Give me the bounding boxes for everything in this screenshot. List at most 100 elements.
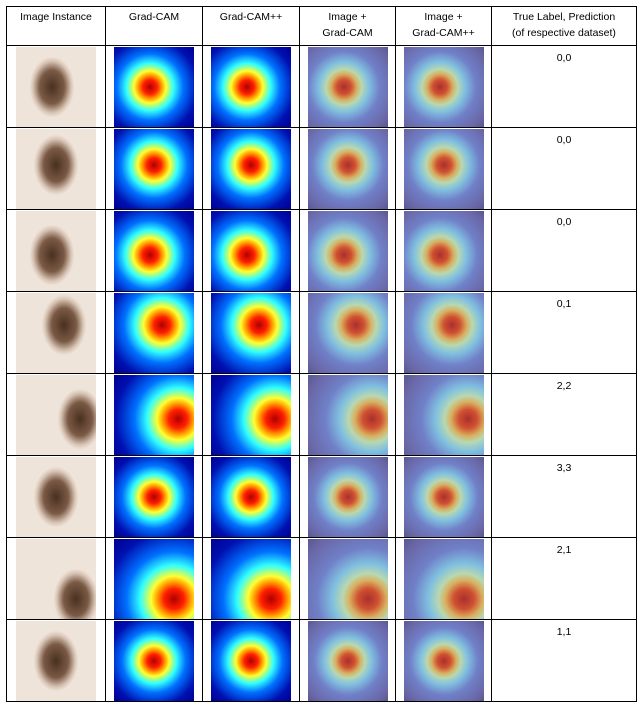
image-cell: [105, 45, 203, 128]
heatmap-image: [211, 293, 291, 373]
image-cell: [299, 619, 396, 702]
overlay-image: [307, 375, 388, 455]
overlay-image: [307, 539, 388, 619]
heatmap-image: [114, 47, 194, 127]
image-cell: [202, 537, 300, 620]
label-text: 3,3: [556, 462, 572, 474]
image-cell: [105, 291, 203, 374]
table-row: 0,0: [6, 209, 637, 292]
heatmap-image: [211, 621, 291, 701]
lesion-image: [16, 211, 96, 291]
label-cell: 3,3: [491, 455, 637, 538]
overlay-image: [403, 129, 484, 209]
table-row: 1,1: [6, 619, 637, 702]
image-cell: [6, 537, 106, 620]
label-text: 0,1: [556, 298, 572, 310]
image-cell: [395, 619, 492, 702]
table-row: 2,1: [6, 537, 637, 620]
image-cell: [202, 619, 300, 702]
image-cell: [105, 537, 203, 620]
image-cell: [202, 373, 300, 456]
overlay-image: [307, 457, 388, 537]
table-row: 2,2: [6, 373, 637, 456]
label-text: 1,1: [556, 626, 572, 638]
overlay-image: [307, 211, 388, 291]
lesion-image: [16, 375, 96, 455]
overlay-image: [403, 539, 484, 619]
image-cell: [6, 45, 106, 128]
image-cell: [299, 209, 396, 292]
column-header: Grad-CAM++: [202, 6, 300, 46]
image-cell: [6, 619, 106, 702]
image-cell: [105, 619, 203, 702]
lesion-image: [16, 539, 96, 619]
overlay-image: [403, 293, 484, 373]
label-text: 0,0: [556, 134, 572, 146]
image-cell: [299, 127, 396, 210]
overlay-image: [307, 129, 388, 209]
image-cell: [202, 127, 300, 210]
overlay-image: [307, 47, 388, 127]
image-cell: [395, 373, 492, 456]
heatmap-image: [114, 621, 194, 701]
column-header: Grad-CAM: [105, 6, 203, 46]
image-cell: [202, 209, 300, 292]
heatmap-image: [114, 375, 194, 455]
image-cell: [202, 45, 300, 128]
image-cell: [395, 455, 492, 538]
overlay-image: [307, 621, 388, 701]
column-header: Image + Grad-CAM: [299, 6, 396, 46]
results-table: Image Instance Grad-CAM Grad-CAM++ Image + …: [6, 6, 637, 702]
label-cell: 2,2: [491, 373, 637, 456]
overlay-image: [403, 457, 484, 537]
overlay-image: [403, 621, 484, 701]
table-body: 0,0 0,0 0,0 0,1 2,2 3,3 2,1 1,1: [6, 45, 637, 702]
image-cell: [105, 373, 203, 456]
table-row: 0,0: [6, 45, 637, 128]
table-row: 3,3: [6, 455, 637, 538]
heatmap-image: [211, 539, 291, 619]
label-cell: 0,0: [491, 127, 637, 210]
heatmap-image: [211, 457, 291, 537]
column-header: Image Instance: [6, 6, 106, 46]
heatmap-image: [211, 375, 291, 455]
label-cell: 0,0: [491, 209, 637, 292]
image-cell: [395, 45, 492, 128]
heatmap-image: [114, 129, 194, 209]
label-text: 2,2: [556, 380, 572, 392]
image-cell: [6, 209, 106, 292]
image-cell: [299, 45, 396, 128]
image-cell: [395, 537, 492, 620]
image-cell: [299, 291, 396, 374]
label-cell: 2,1: [491, 537, 637, 620]
heatmap-image: [211, 47, 291, 127]
image-cell: [299, 537, 396, 620]
label-text: 0,0: [556, 52, 572, 64]
heatmap-image: [114, 293, 194, 373]
image-cell: [105, 455, 203, 538]
column-header: Image + Grad-CAM++: [395, 6, 492, 46]
image-cell: [105, 209, 203, 292]
lesion-image: [16, 457, 96, 537]
heatmap-image: [114, 211, 194, 291]
image-cell: [6, 373, 106, 456]
image-cell: [299, 455, 396, 538]
heatmap-image: [211, 211, 291, 291]
image-cell: [299, 373, 396, 456]
image-cell: [202, 291, 300, 374]
label-text: 0,0: [556, 216, 572, 228]
header-row: Image Instance Grad-CAM Grad-CAM++ Image + …: [6, 6, 637, 46]
image-cell: [395, 291, 492, 374]
overlay-image: [403, 375, 484, 455]
overlay-image: [403, 211, 484, 291]
table-row: 0,1: [6, 291, 637, 374]
overlay-image: [307, 293, 388, 373]
lesion-image: [16, 293, 96, 373]
heatmap-image: [114, 539, 194, 619]
lesion-image: [16, 621, 96, 701]
image-cell: [395, 127, 492, 210]
heatmap-image: [211, 129, 291, 209]
lesion-image: [16, 47, 96, 127]
label-cell: 0,0: [491, 45, 637, 128]
